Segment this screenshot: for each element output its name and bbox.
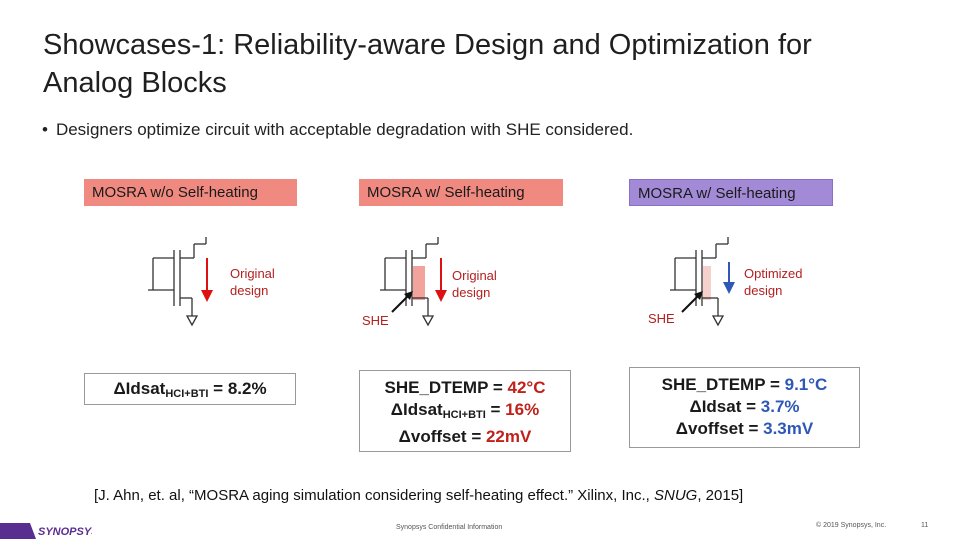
bullet-point: • Designers optimize circuit with accepta… (42, 120, 633, 140)
citation: [J. Ahn, et. al, “MOSRA aging simulation… (94, 487, 744, 504)
title-line-2: Analog Blocks (43, 67, 227, 99)
copyright: © 2019 Synopsys, Inc. (816, 522, 887, 529)
slide-title: Showcases-1: Reliability-aware Design an… (43, 26, 923, 102)
confidential-notice: Synopsys Confidential Information (396, 524, 503, 531)
result-box-without-she: ΔIdsatHCI+BTI = 8.2% (84, 373, 296, 405)
transistor-schematic-original (148, 237, 207, 327)
result-box-optimized: SHE_DTEMP = 9.1°C ΔIdsat = 3.7% Δvoffset… (629, 367, 860, 448)
she-label-2: SHE (648, 311, 675, 326)
header-mosra-without-she: MOSRA w/o Self-heating (84, 179, 297, 206)
degradation-arrow-icon (201, 258, 213, 302)
degradation-arrow-icon (723, 262, 735, 294)
page-number: 11 (921, 522, 929, 529)
bullet-symbol: • (42, 120, 48, 139)
design-label-original-1: Original design (230, 266, 275, 298)
title-line-1: Showcases-1: Reliability-aware Design an… (43, 29, 812, 61)
header-mosra-with-she: MOSRA w/ Self-heating (359, 179, 563, 206)
result-box-with-she: SHE_DTEMP = 42°C ΔIdsatHCI+BTI = 16% Δvo… (359, 370, 571, 452)
she-label-1: SHE (362, 313, 389, 328)
design-label-optimized: Optimized design (744, 266, 803, 298)
bullet-text: Designers optimize circuit with acceptab… (55, 120, 634, 139)
design-label-original-2: Original design (452, 268, 497, 300)
header-mosra-with-she-optimized: MOSRA w/ Self-heating (629, 179, 833, 206)
degradation-arrow-icon (435, 258, 447, 302)
transistor-schematic-optimized (670, 237, 729, 327)
transistor-schematic-she (380, 237, 439, 327)
